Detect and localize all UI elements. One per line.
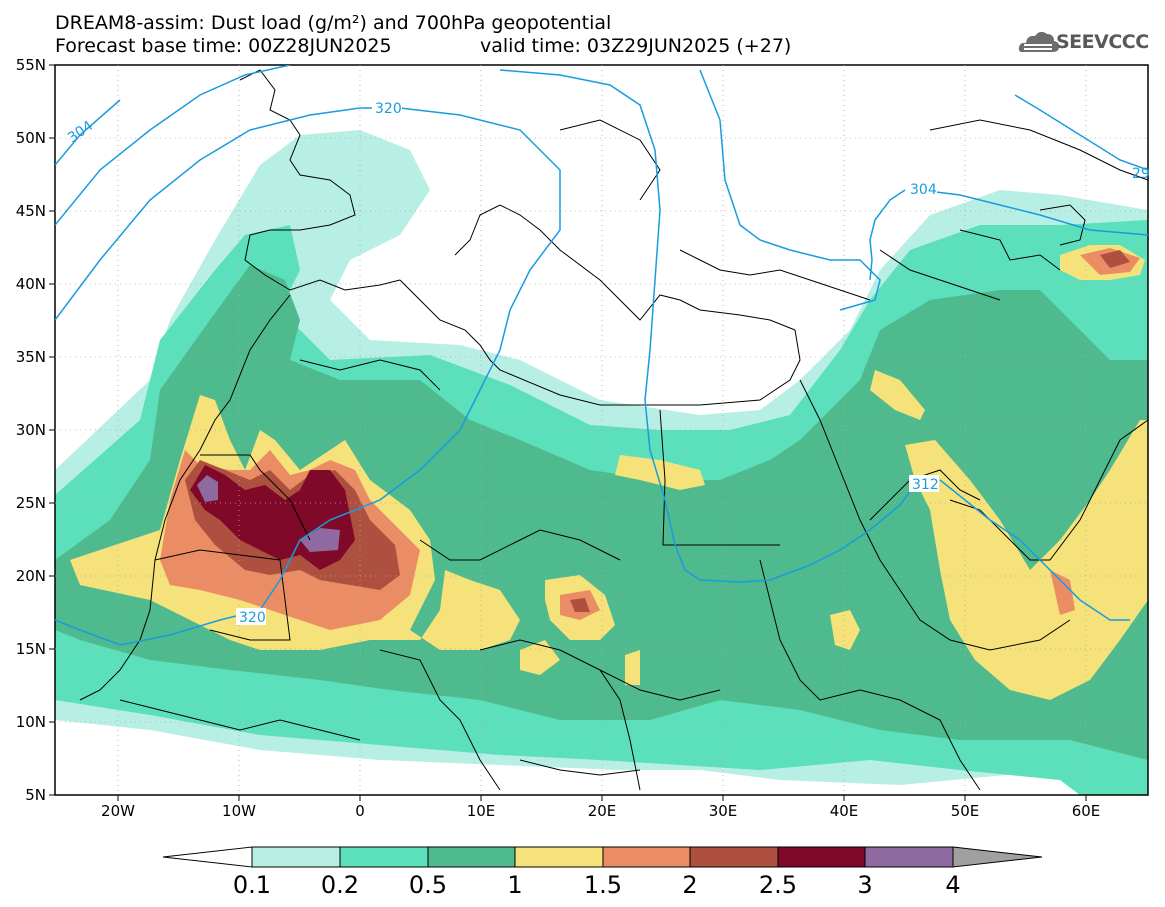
y-tick-label: 55N — [16, 56, 46, 74]
cloud-icon — [1018, 31, 1060, 52]
x-tick-label: 20E — [588, 802, 617, 820]
contour-labels: 304 320 320 312 304 29 — [65, 100, 1150, 626]
colorbar-swatch — [777, 846, 866, 868]
x-tick-label: 10E — [467, 802, 496, 820]
x-tick-label: 0 — [355, 802, 365, 820]
graticule — [55, 65, 1148, 795]
axis-ticks — [49, 64, 1087, 801]
contour-label: 304 — [910, 182, 937, 198]
contour-label: 320 — [375, 101, 402, 117]
contour-label: 312 — [912, 477, 939, 493]
contour-label: 320 — [239, 610, 266, 626]
logo-text: SEEVCCC — [1056, 31, 1149, 53]
x-tick-label: 60E — [1072, 802, 1101, 820]
y-tick-label: 30N — [16, 421, 46, 439]
colorbar-swatch — [689, 846, 779, 868]
y-tick-label: 50N — [16, 129, 46, 147]
y-tick-label: 5N — [25, 786, 46, 804]
colorbar-swatch — [427, 846, 516, 868]
colorbar-low-arrow — [162, 846, 253, 868]
colorbar-swatch — [251, 846, 341, 868]
y-tick-label: 45N — [16, 202, 46, 220]
y-tick-label: 10N — [16, 713, 46, 731]
colorbar-label: 0.1 — [233, 871, 271, 899]
contour-label: 29 — [1132, 166, 1150, 182]
colorbar-label: 4 — [945, 871, 960, 899]
colorbar-label: 1.5 — [584, 871, 622, 899]
y-tick-label: 20N — [16, 567, 46, 585]
coastlines — [79, 69, 1148, 791]
y-tick-label: 35N — [16, 348, 46, 366]
colorbar-label: 0.5 — [409, 871, 447, 899]
x-tick-labels: 20W 10W 0 10E 20E 30E 40E 50E 60E — [101, 802, 1100, 820]
y-tick-labels: 55N 50N 45N 40N 35N 30N 25N 20N 15N 10N … — [16, 56, 46, 804]
colorbar-label: 3 — [857, 871, 872, 899]
forecast-base-time: Forecast base time: 00Z28JUN2025 — [55, 35, 392, 57]
colorbar-swatch — [864, 846, 954, 868]
colorbar-high-arrow — [952, 846, 1043, 868]
colorbar-label: 2.5 — [759, 871, 797, 899]
colorbar-label: 2 — [682, 871, 697, 899]
x-tick-label: 30E — [709, 802, 738, 820]
colorbar: 0.1 0.2 0.5 1 1.5 2 2.5 3 4 — [162, 846, 1043, 899]
x-tick-label: 50E — [951, 802, 980, 820]
y-tick-label: 40N — [16, 275, 46, 293]
chart-title: DREAM8-assim: Dust load (g/m²) and 700hP… — [55, 12, 612, 34]
valid-time: valid time: 03Z29JUN2025 (+27) — [480, 35, 792, 57]
colorbar-swatch — [602, 846, 691, 868]
contour-label: 304 — [65, 118, 96, 146]
x-tick-label: 10W — [222, 802, 256, 820]
colorbar-label: 0.2 — [321, 871, 359, 899]
y-tick-label: 15N — [16, 640, 46, 658]
colorbar-swatch — [514, 846, 604, 868]
dust-shading — [55, 130, 1148, 795]
y-tick-label: 25N — [16, 494, 46, 512]
x-tick-label: 40E — [830, 802, 859, 820]
colorbar-swatch — [339, 846, 429, 868]
colorbar-label: 1 — [507, 871, 522, 899]
x-tick-label: 20W — [101, 802, 135, 820]
